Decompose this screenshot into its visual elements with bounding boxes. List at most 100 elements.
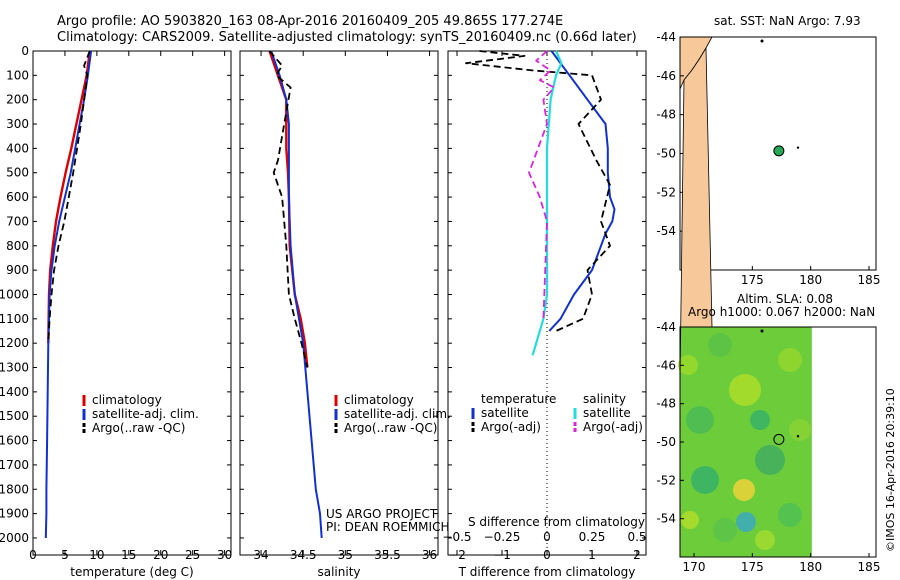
x-tick-label: 0 (29, 548, 37, 562)
x-tick-label: 5 (61, 548, 69, 562)
y-tick-label: 100 (6, 68, 29, 82)
map-y-tick-label: -44 (656, 30, 676, 44)
y-tick-label: 1900 (0, 507, 29, 521)
y-tick-label: 1000 (0, 287, 29, 301)
legend-climatology-label: climatology (92, 393, 162, 407)
figure-title-line2: Climatology: CARS2009. Satellite-adjuste… (57, 30, 637, 45)
argo-location-marker (773, 145, 785, 157)
argo-location-marker (773, 433, 785, 445)
sla-cell (713, 518, 737, 542)
island-dot (796, 435, 800, 438)
series-line (47, 50, 91, 344)
map-y-tick-label: -54 (656, 512, 676, 526)
island-dot (760, 39, 764, 43)
x-tick-label: 0 (543, 548, 551, 562)
island-dot (796, 146, 800, 149)
map-y-tick-label: -52 (656, 473, 676, 487)
s-tick-label: 0.25 (579, 530, 606, 544)
legend-satellite-label-2: satellite-adj. clim. (344, 407, 451, 421)
sla-cell (755, 530, 775, 550)
sla-cell (729, 374, 761, 406)
y-tick-label: 1200 (0, 336, 29, 350)
x-tick-label: −2 (448, 548, 466, 562)
sla-map-title-line2: Argo h1000: 0.067 h2000: NaN (688, 305, 876, 319)
map-y-tick-label: -48 (656, 397, 676, 411)
x-tick-label: 2 (633, 548, 641, 562)
sla-map-title-line1: Altim. SLA: 0.08 (737, 292, 834, 306)
series-line (270, 50, 323, 539)
map-x-tick-label: 180 (799, 560, 822, 574)
map-x-tick-label: 175 (741, 560, 764, 574)
sla-cell (691, 466, 719, 494)
s-tick-label: 0.5 (627, 530, 646, 544)
y-tick-label: 400 (6, 141, 29, 155)
x-tick-label: 36 (422, 548, 437, 562)
sst-map-title: sat. SST: NaN Argo: 7.93 (714, 14, 861, 28)
diff-legend-salinity: salinity (583, 392, 627, 406)
series-line (548, 50, 616, 332)
sla-cell (681, 511, 699, 529)
s-tick-label: 0 (543, 530, 551, 544)
diff-legend-satellite-t: satellite (481, 406, 529, 420)
y-tick-label: 700 (6, 214, 29, 228)
imos-credit: ©IMOS 16-Apr-2016 20:39:10 (884, 388, 897, 552)
y-tick-label: 1800 (0, 482, 29, 496)
series-line (47, 50, 91, 344)
x-tick-label: 35 (338, 548, 353, 562)
map-y-tick-label: -48 (656, 108, 676, 122)
legend-argo-label-2: Argo(..raw -QC) (344, 421, 438, 435)
legend-satellite-label: satellite-adj. clim. (92, 407, 199, 421)
x-tick-label: 15 (121, 548, 136, 562)
y-tick-label: 1100 (0, 312, 29, 326)
sla-cell (750, 410, 770, 430)
sla-cell (755, 445, 785, 475)
diff-legend-argo-t: Argo(-adj) (481, 420, 541, 434)
map-y-tick-label: -50 (656, 147, 676, 161)
x-axis-label: salinity (317, 565, 360, 579)
sla-cell (678, 355, 698, 375)
y-tick-label: 1300 (0, 361, 29, 375)
x-axis-label: temperature (deg C) (70, 565, 193, 579)
y-tick-label: 300 (6, 117, 29, 131)
figure-title-line1: Argo profile: AO 5903820_163 08-Apr-2016… (57, 14, 564, 29)
map-y-tick-label: -54 (656, 224, 676, 238)
map-x-tick-label: 180 (799, 273, 822, 287)
y-tick-label: 500 (6, 166, 29, 180)
sla-cell (686, 406, 714, 434)
sla-cell (708, 333, 732, 357)
sla-cell (778, 503, 802, 527)
project-line2: PI: DEAN ROEMMICH (326, 520, 450, 534)
x-axis-label: T difference from climatology (458, 565, 636, 579)
plot-frame (239, 50, 439, 556)
diff-s-xlabel: S difference from climatology (468, 515, 645, 529)
map-y-tick-label: -46 (656, 358, 676, 372)
x-tick-label: 34.5 (290, 548, 317, 562)
s-tick-label: −0.25 (484, 530, 521, 544)
map-x-tick-label: 185 (858, 560, 881, 574)
sla-cell (733, 479, 755, 501)
y-tick-label: 1700 (0, 458, 29, 472)
map-x-tick-label: 170 (683, 560, 706, 574)
y-tick-label: 1600 (0, 434, 29, 448)
land-coast (679, 46, 713, 380)
x-tick-label: 34 (253, 548, 268, 562)
x-tick-label: −1 (493, 548, 511, 562)
series-line (268, 50, 309, 368)
x-tick-label: 30 (217, 548, 232, 562)
x-tick-label: 10 (89, 548, 104, 562)
y-tick-label: 900 (6, 263, 29, 277)
island-dot (760, 329, 764, 333)
map-y-tick-label: -52 (656, 185, 676, 199)
legend-climatology-label-2: climatology (344, 393, 414, 407)
map-y-tick-label: -50 (656, 435, 676, 449)
x-tick-label: 20 (153, 548, 168, 562)
y-tick-label: 800 (6, 239, 29, 253)
y-tick-label: 0 (21, 44, 29, 58)
sla-cell (778, 348, 802, 372)
legend-argo-label: Argo(..raw -QC) (92, 421, 186, 435)
diff-legend-argo-s: Argo(-adj) (583, 420, 643, 434)
y-tick-label: 600 (6, 190, 29, 204)
series-line (528, 50, 556, 319)
diff-legend-temperature: temperature (481, 392, 557, 406)
